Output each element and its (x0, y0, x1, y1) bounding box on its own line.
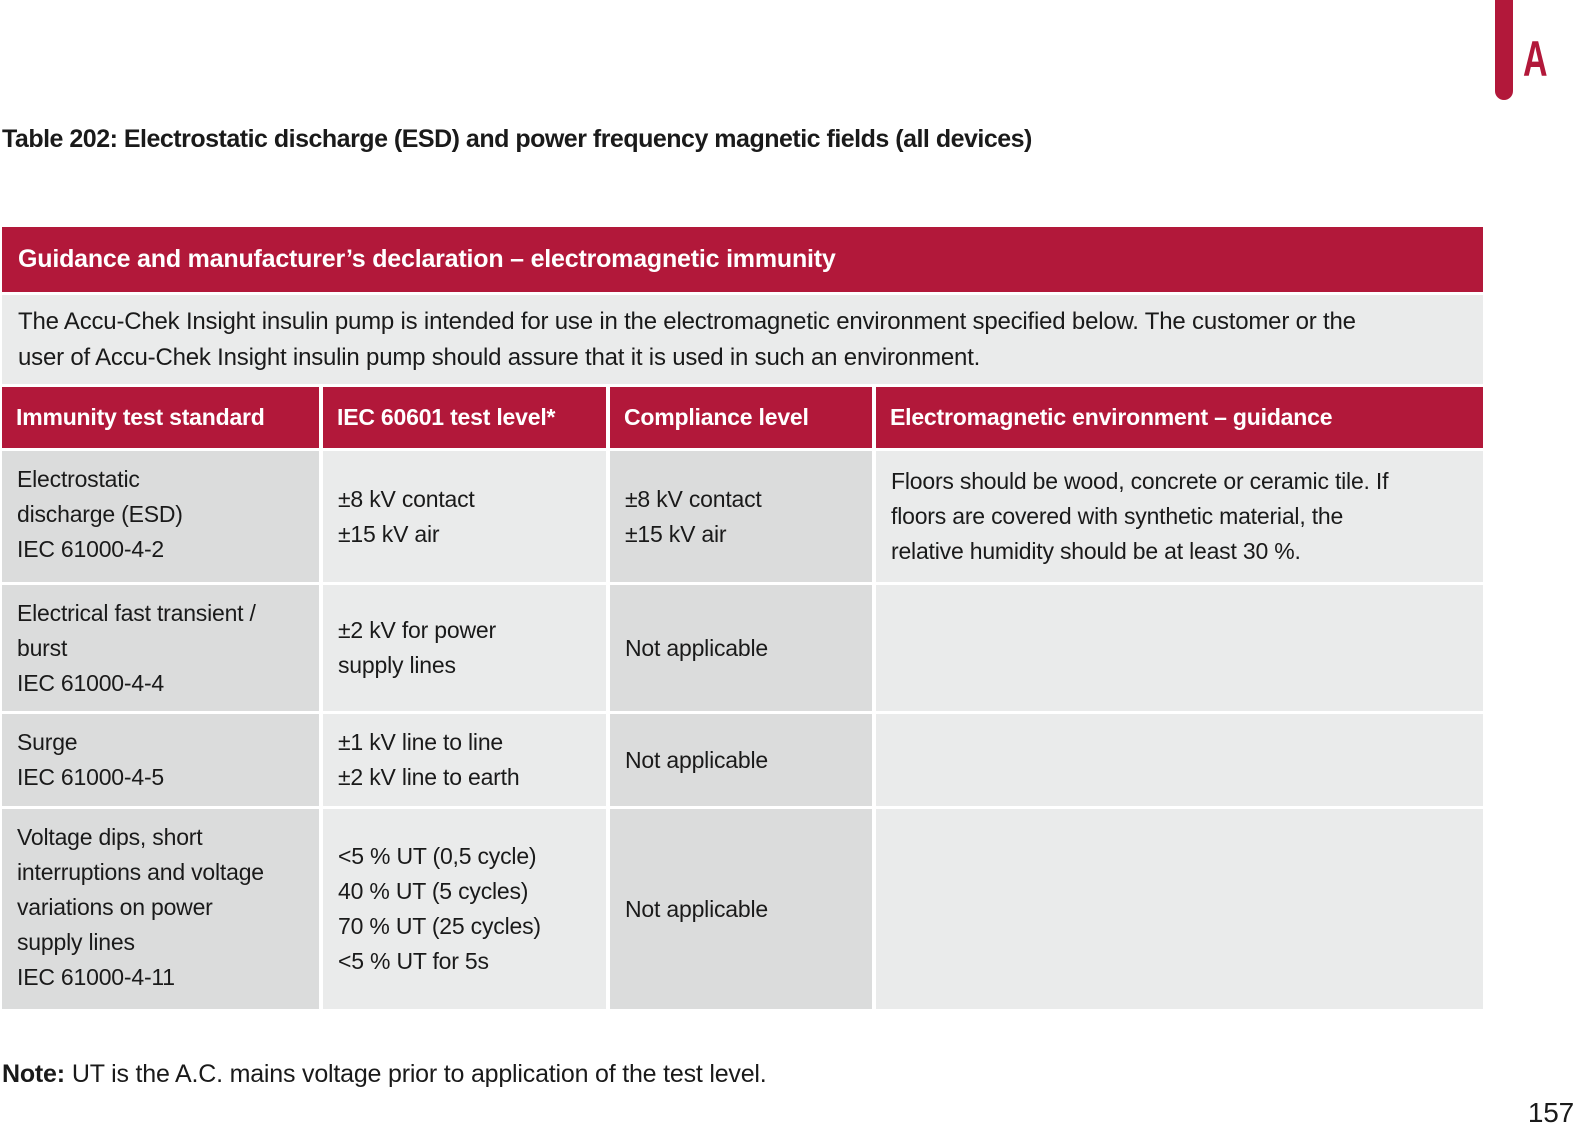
table-caption: Table 202: Electrostatic discharge (ESD)… (2, 125, 1032, 153)
cell-standard: Electrostatic discharge (ESD) IEC 61000-… (2, 451, 319, 582)
footnote-label: Note: (2, 1060, 65, 1088)
table-header-band: Guidance and manufacturer’s declaration … (2, 227, 1483, 292)
column-header-iec-test-level: IEC 60601 test level* (323, 387, 606, 448)
cell-standard: Surge IEC 61000-4-5 (2, 714, 319, 806)
table-intro-paragraph: The Accu-Chek Insight insulin pump is in… (2, 295, 1483, 384)
cell-test-level: ±2 kV for power supply lines (323, 585, 606, 711)
page-number: 157 (1527, 1097, 1574, 1128)
column-header-em-environment-guidance: Electromagnetic environment – guidance (876, 387, 1483, 448)
footnote: Note: UT is the A.C. mains voltage prior … (2, 1060, 767, 1089)
cell-standard: Electrical fast transient / burst IEC 61… (2, 585, 319, 711)
chapter-tab-bar (1495, 0, 1513, 100)
column-header-immunity-test-standard: Immunity test standard (2, 387, 319, 448)
cell-test-level: <5 % UT (0,5 cycle) 40 % UT (5 cycles) 7… (323, 809, 606, 1009)
cell-compliance: Not applicable (610, 809, 872, 1009)
footnote-text: UT is the A.C. mains voltage prior to ap… (71, 1060, 767, 1088)
chapter-tab-label: A (1523, 31, 1548, 87)
cell-guidance: Floors should be wood, concrete or ceram… (876, 451, 1483, 582)
cell-test-level: ±8 kV contact ±15 kV air (323, 451, 606, 582)
cell-guidance (876, 585, 1483, 711)
column-header-compliance-level: Compliance level (610, 387, 872, 448)
emc-immunity-table: Guidance and manufacturer’s declaration … (2, 227, 1483, 1009)
cell-test-level: ±1 kV line to line ±2 kV line to earth (323, 714, 606, 806)
cell-guidance (876, 809, 1483, 1009)
cell-compliance: Not applicable (610, 714, 872, 806)
cell-compliance: ±8 kV contact ±15 kV air (610, 451, 872, 582)
cell-standard: Voltage dips, short interruptions and vo… (2, 809, 319, 1009)
cell-guidance (876, 714, 1483, 806)
cell-compliance: Not applicable (610, 585, 872, 711)
